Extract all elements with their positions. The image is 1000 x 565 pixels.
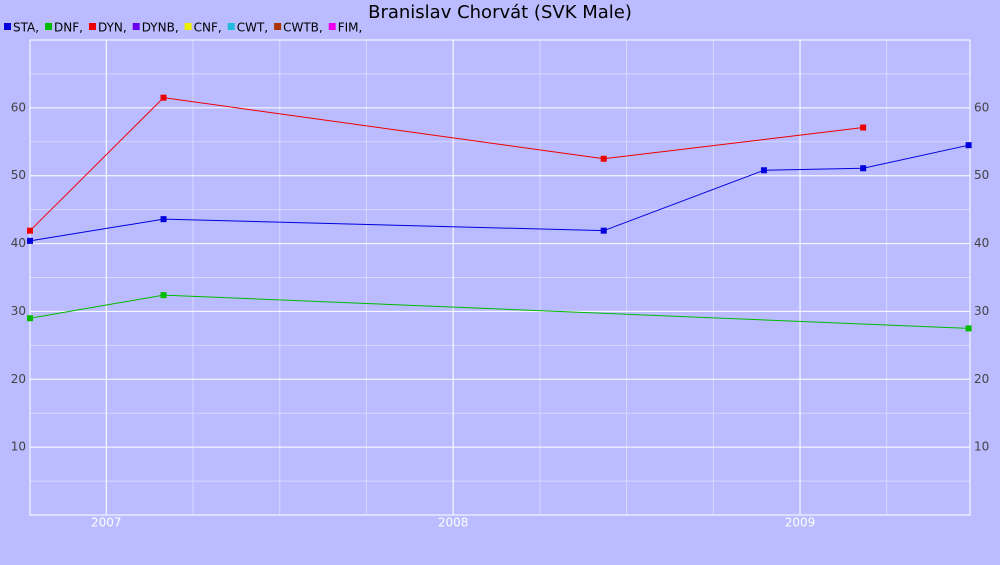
y-tick-label: 40	[11, 236, 26, 250]
data-point	[965, 325, 972, 332]
legend-swatch	[227, 23, 235, 30]
y-tick-label: 20	[11, 372, 26, 386]
plot-frame	[29, 39, 971, 516]
data-point	[160, 216, 167, 223]
data-point	[860, 165, 867, 172]
data-point	[860, 124, 867, 131]
legend-label: CWTB,	[283, 21, 323, 35]
x-tick-label: 2008	[438, 516, 469, 530]
legend-swatch	[45, 23, 53, 30]
legend-swatch	[274, 23, 282, 30]
data-point	[965, 142, 972, 149]
y-tick-label-right: 10	[974, 440, 989, 454]
series-line	[29, 97, 864, 232]
legend-label: STA,	[13, 21, 39, 35]
legend-swatch	[88, 23, 96, 30]
y-tick-label-right: 40	[974, 236, 989, 250]
y-tick-label: 50	[11, 168, 26, 182]
chart-title: Branislav Chorvát (SVK Male)	[368, 2, 632, 23]
y-tick-label-right: 60	[974, 100, 989, 114]
data-point	[600, 155, 607, 162]
data-point	[600, 227, 607, 234]
x-tick-label: 2007	[91, 516, 122, 530]
y-tick-label-right: 30	[974, 304, 989, 318]
data-point	[160, 94, 167, 101]
x-tick-label: 2009	[785, 516, 816, 530]
y-tick-label: 10	[11, 440, 26, 454]
legend-swatch	[184, 23, 192, 30]
data-point	[27, 315, 33, 322]
legend-swatch	[132, 23, 140, 30]
legend-swatch	[328, 23, 336, 30]
legend-label: DNF,	[54, 21, 83, 35]
data-point	[27, 227, 33, 234]
legend-label: CWT,	[237, 21, 268, 35]
legend-label: DYNB,	[142, 21, 179, 35]
legend-label: CNF,	[194, 21, 222, 35]
legend-swatch	[4, 23, 11, 30]
y-tick-label-right: 20	[974, 372, 989, 386]
legend-label: FIM,	[338, 21, 363, 35]
data-point	[27, 237, 33, 244]
data-point	[160, 292, 167, 299]
legend-label: DYN,	[98, 21, 127, 35]
y-tick-label: 60	[11, 100, 26, 114]
series-line	[29, 144, 969, 242]
data-point	[760, 167, 767, 174]
y-tick-label: 30	[11, 304, 26, 318]
y-tick-label-right: 50	[974, 168, 989, 182]
